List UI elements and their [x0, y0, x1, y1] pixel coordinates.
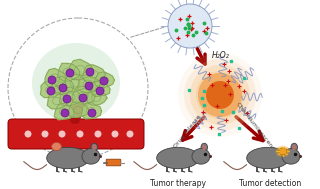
- Polygon shape: [47, 92, 68, 109]
- Circle shape: [196, 71, 244, 119]
- Circle shape: [190, 65, 250, 125]
- Ellipse shape: [282, 149, 300, 164]
- Polygon shape: [68, 102, 89, 117]
- Ellipse shape: [201, 143, 208, 151]
- Circle shape: [111, 130, 118, 138]
- Circle shape: [88, 109, 96, 117]
- Circle shape: [126, 130, 133, 138]
- Circle shape: [178, 53, 262, 137]
- Circle shape: [63, 95, 71, 103]
- Circle shape: [48, 76, 56, 84]
- Polygon shape: [91, 80, 110, 97]
- Text: Chemiluminescence: Chemiluminescence: [235, 101, 277, 155]
- Ellipse shape: [47, 147, 89, 169]
- Ellipse shape: [192, 149, 210, 164]
- Ellipse shape: [82, 149, 100, 164]
- Ellipse shape: [279, 148, 287, 155]
- Ellipse shape: [52, 143, 61, 151]
- Ellipse shape: [157, 147, 199, 169]
- Ellipse shape: [32, 43, 120, 123]
- Polygon shape: [68, 59, 93, 80]
- Polygon shape: [82, 102, 101, 119]
- Polygon shape: [78, 75, 100, 93]
- Circle shape: [206, 81, 234, 109]
- Circle shape: [96, 87, 104, 95]
- Polygon shape: [58, 63, 80, 81]
- Polygon shape: [40, 81, 61, 98]
- Polygon shape: [65, 74, 87, 92]
- Circle shape: [94, 130, 101, 138]
- Text: Tumor therapy: Tumor therapy: [150, 178, 206, 187]
- Polygon shape: [60, 87, 82, 106]
- Text: Drug release: Drug release: [172, 115, 201, 149]
- Polygon shape: [45, 68, 66, 87]
- Circle shape: [198, 73, 242, 117]
- Circle shape: [66, 69, 74, 77]
- Ellipse shape: [291, 143, 298, 151]
- Circle shape: [59, 130, 66, 138]
- Ellipse shape: [276, 146, 290, 157]
- Circle shape: [86, 68, 94, 76]
- Ellipse shape: [277, 147, 289, 156]
- Circle shape: [168, 4, 212, 48]
- Circle shape: [61, 109, 69, 117]
- Circle shape: [59, 84, 67, 92]
- Ellipse shape: [92, 144, 96, 150]
- Polygon shape: [95, 72, 115, 88]
- Polygon shape: [54, 103, 74, 120]
- Circle shape: [85, 82, 93, 90]
- Circle shape: [47, 87, 55, 95]
- Ellipse shape: [247, 147, 289, 169]
- Polygon shape: [72, 86, 95, 104]
- Polygon shape: [83, 65, 105, 83]
- Ellipse shape: [202, 144, 206, 150]
- Polygon shape: [69, 100, 83, 123]
- Circle shape: [76, 130, 84, 138]
- Circle shape: [100, 77, 108, 85]
- Circle shape: [42, 130, 49, 138]
- Text: H₂O₂: H₂O₂: [212, 51, 230, 60]
- Circle shape: [25, 130, 31, 138]
- Ellipse shape: [292, 144, 296, 150]
- Polygon shape: [52, 76, 74, 94]
- FancyBboxPatch shape: [8, 119, 144, 149]
- Ellipse shape: [91, 143, 98, 151]
- Circle shape: [79, 94, 87, 102]
- Polygon shape: [87, 90, 107, 105]
- Text: Tumor detection: Tumor detection: [239, 178, 301, 187]
- FancyBboxPatch shape: [106, 159, 121, 166]
- Circle shape: [184, 59, 256, 131]
